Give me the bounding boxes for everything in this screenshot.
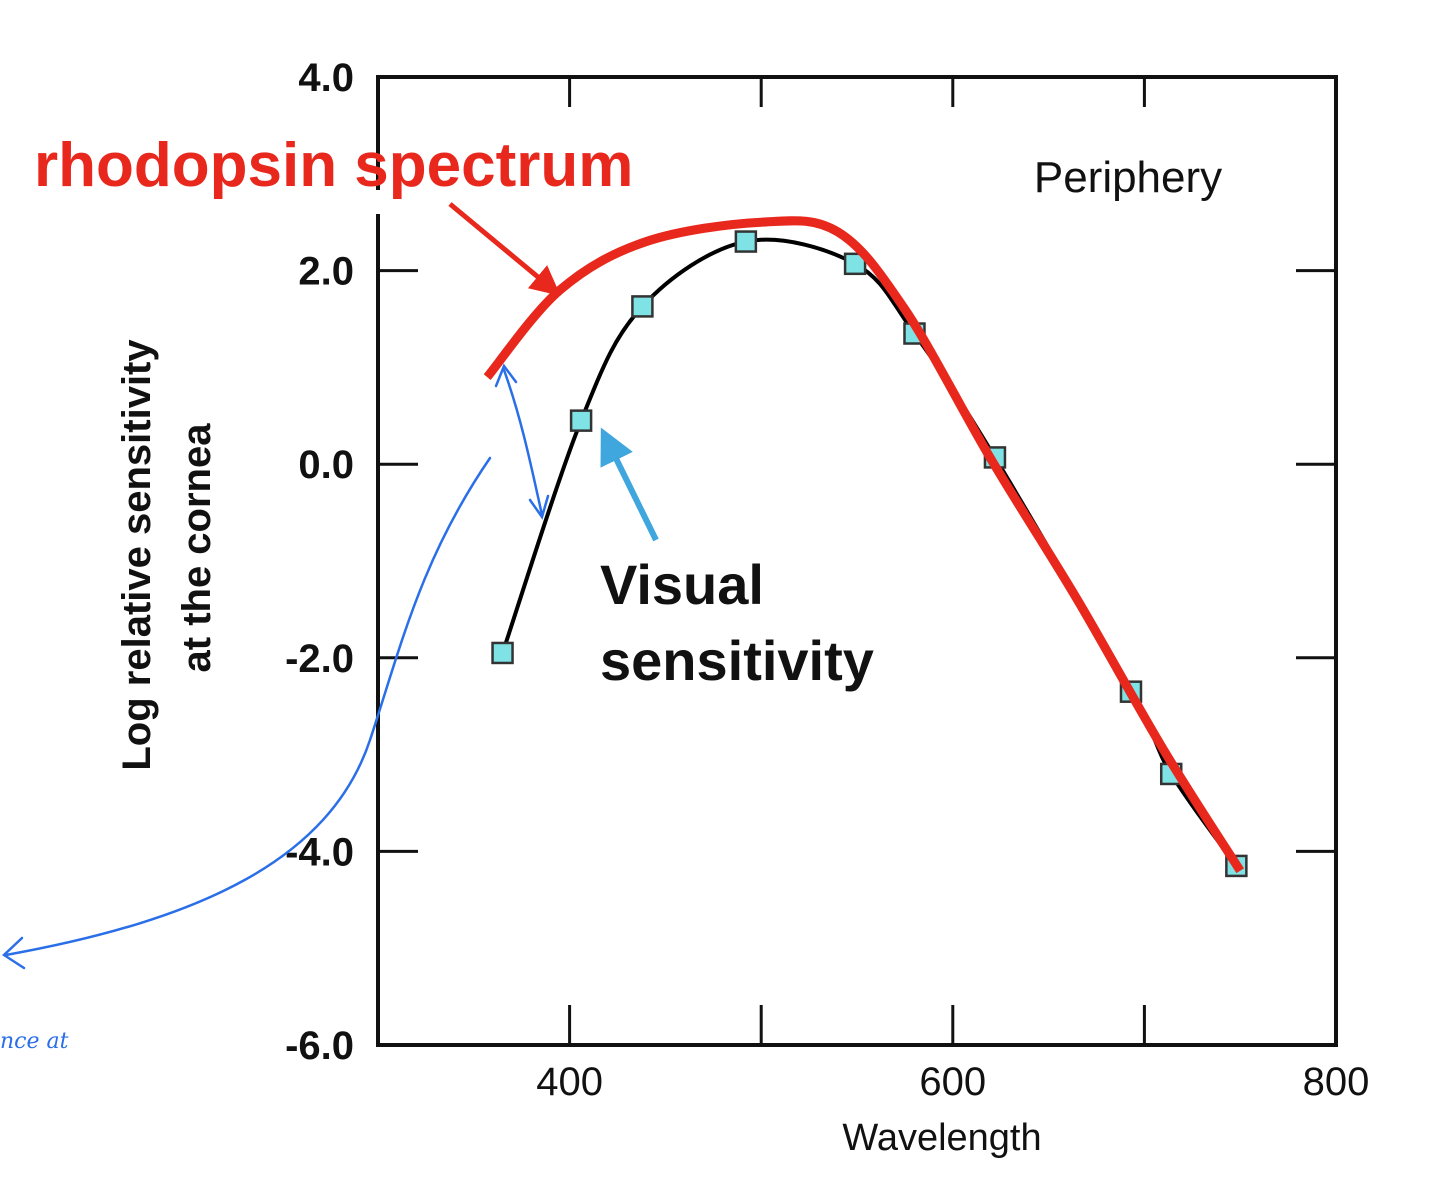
x-axis-ticks: 400 600 800 (376, 77, 1370, 1104)
y-axis-ticks: 4.0 2.0 0.0 -2.0 -4.0 -6.0 (285, 56, 1336, 1068)
handwritten-curve-arrow (4, 456, 492, 957)
y-tick-label-2: 0.0 (298, 443, 354, 487)
annotation-visual-label-line1: Visual (600, 553, 764, 616)
data-point-visual-3 (734, 230, 758, 253)
y-tick-label-3: -2.0 (285, 637, 354, 681)
panel-label: Periphery (1034, 153, 1222, 202)
y-axis-title-line1: Log relative sensitivity (115, 339, 159, 771)
handwritten-double-arrow (502, 368, 544, 517)
handwritten-annotation (1, 363, 550, 970)
annotation-rhodopsin-arrow (448, 202, 561, 296)
y-tick-label-0: 4.0 (298, 56, 354, 100)
annotation-visual-arrow (600, 427, 659, 542)
x-tick-label-1: 600 (919, 1060, 986, 1104)
y-axis-title-line2: at the cornea (175, 423, 219, 673)
annotation-visual-label-line2: sensitivity (600, 629, 874, 692)
data-point-visual-1 (569, 409, 593, 432)
y-tick-label-4: -4.0 (285, 830, 354, 874)
data-point-visual-0 (491, 641, 514, 665)
x-tick-label-0: 400 (536, 1060, 603, 1104)
x-axis-title: Wavelength (842, 1117, 1041, 1159)
series-line-rhodopsin (483, 216, 1245, 874)
handwritten-text: nce at (0, 1029, 69, 1054)
y-tick-label-5: -6.0 (285, 1024, 354, 1068)
y-tick-label-1: 2.0 (298, 250, 354, 294)
x-tick-label-2: 800 (1303, 1060, 1370, 1104)
data-point-visual-2 (631, 295, 654, 318)
annotation-rhodopsin-label: rhodopsin spectrum (34, 131, 633, 200)
data-point-visual-4 (843, 252, 867, 276)
frame-gap (372, 190, 386, 214)
plot-frame (376, 75, 1338, 1047)
